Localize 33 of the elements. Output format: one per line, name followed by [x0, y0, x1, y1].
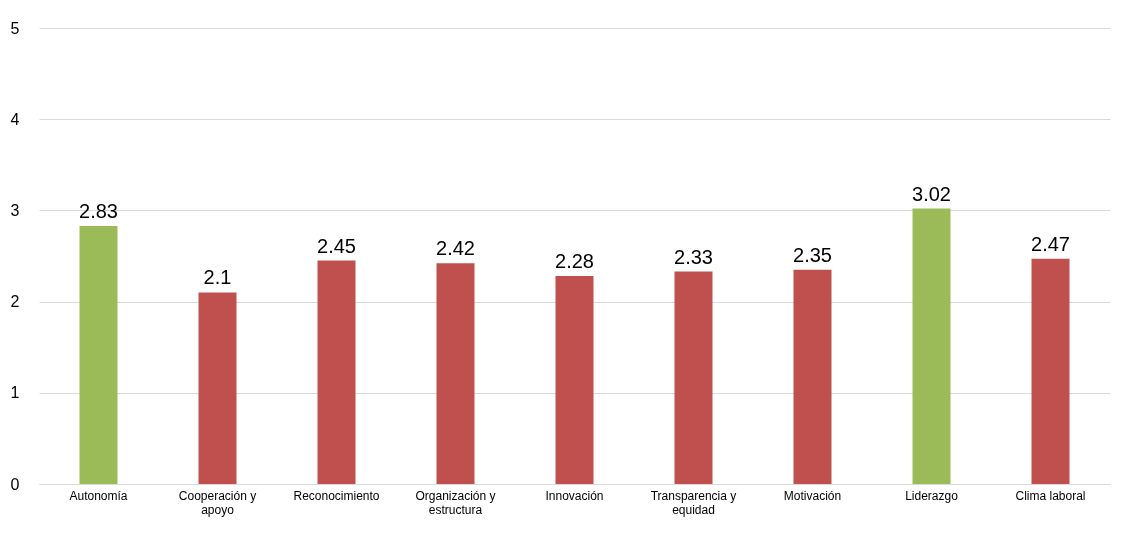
data-label: 2.1: [203, 266, 232, 289]
data-label: 2.28: [555, 250, 594, 273]
x-tick-label: Clima laboral: [1015, 488, 1086, 503]
x-tick-label: Transparencia y equidad: [650, 488, 737, 517]
bar: [793, 269, 832, 484]
y-tick-label: 5: [10, 19, 20, 37]
data-label: 2.45: [317, 234, 356, 257]
bar: [317, 260, 356, 484]
data-label: 2.42: [436, 237, 475, 260]
x-tick-label: Organización y estructura: [415, 488, 496, 517]
x-tick-label: Cooperación y apoyo: [178, 488, 257, 517]
y-tick-label: 0: [10, 475, 20, 493]
data-label: 2.47: [1031, 232, 1070, 255]
bar: [436, 263, 475, 484]
data-label: 2.35: [793, 243, 832, 266]
y-tick-label: 3: [10, 201, 20, 219]
bar: [1031, 258, 1070, 484]
bar: [79, 225, 118, 484]
bar: [674, 271, 713, 484]
y-tick-label: 2: [10, 293, 20, 311]
x-tick-label: Reconocimiento: [293, 488, 380, 503]
x-tick-label: Autonomía: [69, 488, 128, 503]
data-label: 3.02: [912, 182, 951, 205]
x-tick-label: Motivación: [783, 488, 842, 503]
y-tick-label: 4: [10, 110, 20, 128]
x-tick-label: Innovación: [545, 488, 604, 503]
bar: [198, 292, 237, 484]
data-label: 2.33: [674, 245, 713, 268]
y-tick-label: 1: [10, 384, 20, 402]
x-tick-label: Liderazgo: [905, 488, 959, 503]
data-label: 2.83: [79, 199, 118, 222]
bar: [912, 208, 951, 484]
bar: [555, 276, 594, 484]
